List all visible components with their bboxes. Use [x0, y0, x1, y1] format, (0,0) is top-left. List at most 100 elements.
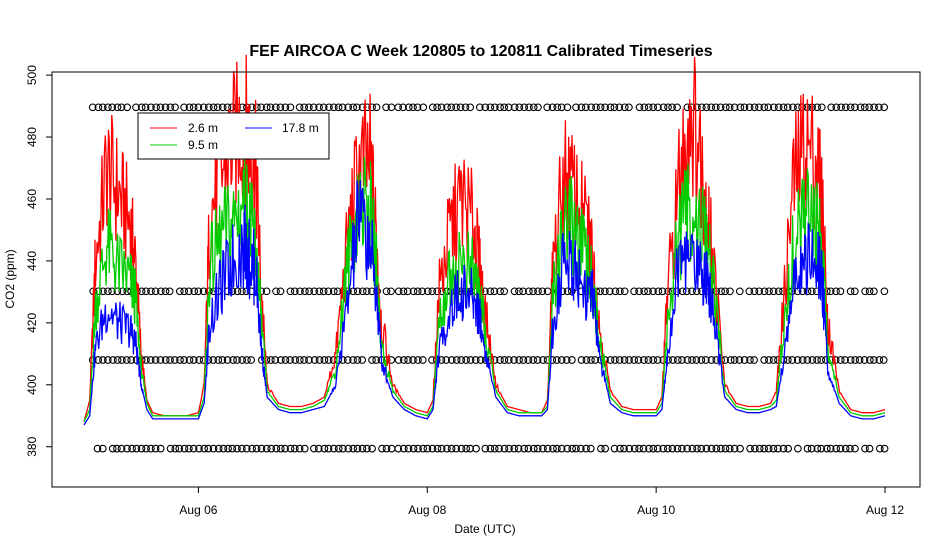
calibration-point: [382, 444, 391, 453]
calibration-point: [615, 356, 624, 364]
calibration-point: [496, 103, 504, 112]
calibration-point: [189, 444, 198, 453]
calibration-point: [490, 287, 499, 296]
calibration-point: [769, 356, 778, 364]
calibration-point: [462, 444, 471, 453]
calibration-point: [315, 356, 324, 364]
calibration-point: [730, 356, 739, 364]
series-layer: [83, 54, 886, 426]
calibration-point: [548, 103, 557, 112]
calibration-point: [783, 103, 792, 112]
calibration-point: [649, 103, 658, 112]
y-tick-label: 400: [25, 374, 39, 394]
calibration-point: [209, 444, 218, 453]
calibration-point: [404, 356, 412, 364]
calibration-point: [339, 444, 347, 453]
calibration-point: [549, 444, 557, 453]
calibration-point: [286, 356, 294, 364]
calibration-point: [349, 103, 358, 112]
calibration-point: [123, 103, 132, 112]
calibration-point: [334, 444, 343, 453]
calibration-point: [457, 444, 466, 453]
calibration-point: [209, 103, 218, 112]
calibration-point: [620, 287, 629, 296]
calibration-point: [553, 444, 561, 453]
calibration-point: [525, 103, 533, 112]
calibration-point: [267, 356, 275, 364]
calibration-point: [344, 103, 353, 112]
calibration-point: [472, 444, 480, 453]
calibration-point: [740, 356, 749, 364]
calibration-point: [329, 287, 338, 296]
calibration-point: [442, 356, 451, 364]
calibration-point: [257, 444, 266, 453]
calibration-point: [344, 444, 353, 453]
calibration-point: [433, 103, 441, 112]
calibration-point: [409, 356, 417, 364]
calibration-point: [525, 287, 533, 296]
calibration-point: [286, 444, 295, 453]
calibration-point: [152, 103, 160, 112]
calibration-point: [880, 103, 889, 112]
calibration-point: [122, 356, 131, 364]
calibration-point: [529, 287, 537, 296]
calibration-point: [538, 287, 547, 296]
calibration-point: [875, 444, 884, 453]
calibration-point: [635, 103, 644, 112]
calibration-point: [692, 287, 701, 296]
calibration-point: [399, 287, 408, 296]
calibration-point: [625, 444, 634, 453]
calibration-point: [721, 287, 729, 296]
calibration-point: [654, 287, 663, 296]
calibration-point: [557, 444, 566, 453]
calibration-point: [577, 356, 586, 364]
calibration-point: [118, 287, 127, 296]
calibration-point: [539, 356, 547, 364]
calibration-point: [855, 356, 864, 364]
calibration-point: [726, 356, 735, 364]
calibration-point: [769, 287, 778, 296]
calibration-point: [606, 356, 615, 364]
calibration-point: [423, 287, 432, 296]
calibration-point: [577, 103, 586, 112]
calibration-point: [707, 356, 716, 364]
calibration-point: [755, 444, 764, 453]
calibration-point: [601, 103, 609, 112]
calibration-point: [524, 356, 533, 364]
calibration-point: [399, 356, 408, 364]
calibration-point: [305, 287, 314, 296]
calibration-point: [683, 444, 692, 453]
calibration-point: [180, 356, 188, 364]
calibration-point: [290, 444, 299, 453]
calibration-point: [180, 444, 189, 453]
calibration-point: [419, 444, 428, 453]
calibration-point: [243, 356, 251, 364]
calibration-point: [213, 103, 222, 112]
calibration-point: [591, 356, 600, 364]
calibration-point: [572, 103, 580, 112]
calibration-point: [413, 287, 422, 296]
calibration-point: [127, 356, 136, 364]
calibration-point: [644, 103, 653, 112]
calibration-point: [252, 103, 261, 112]
calibration-point: [860, 103, 869, 112]
calibration-point: [711, 103, 720, 112]
calibration-point: [262, 287, 271, 296]
calibration-point: [746, 444, 754, 453]
x-axis-label: Date (UTC): [454, 522, 515, 536]
calibration-point: [132, 103, 140, 112]
calibration-point: [610, 103, 619, 112]
calibration-point: [837, 103, 845, 112]
calibration-point: [476, 356, 485, 364]
calibration-point: [99, 356, 107, 364]
calibration-point: [726, 287, 734, 296]
calibration-point: [861, 444, 869, 453]
calibration-point: [137, 103, 146, 112]
calibration-point: [413, 103, 422, 112]
calibration-point: [836, 444, 845, 453]
legend-label-2-6m: 2.6 m: [188, 121, 218, 135]
calibration-point: [266, 103, 275, 112]
calibration-point: [794, 444, 802, 453]
calibration-point: [338, 103, 347, 112]
calibration-point: [702, 444, 711, 453]
